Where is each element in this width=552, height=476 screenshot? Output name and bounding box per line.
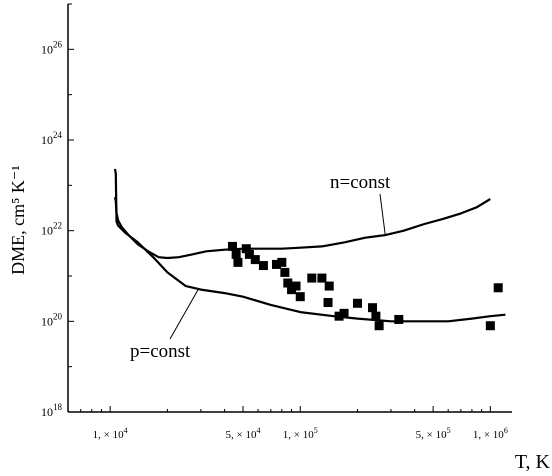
annotation-arrow xyxy=(379,193,386,236)
data-point xyxy=(307,273,317,283)
y-axis-label: DME, cm⁵ K⁻¹ xyxy=(8,165,28,275)
y-tick-label: 1022 xyxy=(41,221,62,238)
data-point xyxy=(283,278,293,288)
data-point xyxy=(374,321,384,331)
data-point xyxy=(295,292,305,302)
x-tick-label: 1, × 106 xyxy=(473,426,508,441)
data-point xyxy=(272,259,282,269)
annotation-arrow xyxy=(169,289,199,340)
y-tick-label: 1026 xyxy=(41,39,63,56)
data-point xyxy=(339,308,349,318)
data-point xyxy=(280,267,290,277)
x-tick-label: 1, × 104 xyxy=(93,426,128,441)
axes xyxy=(67,4,512,413)
y-tick-label: 1018 xyxy=(41,402,63,419)
data-point xyxy=(241,244,251,254)
data-point xyxy=(352,298,362,308)
annotation-label: n=const xyxy=(330,172,391,193)
annotations: n=const p=const xyxy=(130,172,391,362)
data-markers xyxy=(227,241,503,331)
data-point xyxy=(368,303,378,313)
data-point xyxy=(485,321,495,331)
data-point xyxy=(291,281,301,291)
data-point xyxy=(250,255,260,265)
data-point xyxy=(323,298,333,308)
y-ticks: 1018 1020 1022 1024 1026 xyxy=(41,3,74,419)
x-axis-label: T, K xyxy=(515,451,551,473)
x-ticks: 1, × 104 5, × 104 1, × 105 5, × 105 1, × 106 xyxy=(67,406,508,441)
series-lines xyxy=(113,168,506,323)
series-line-nconst xyxy=(113,196,491,260)
x-tick-label: 1, × 105 xyxy=(283,426,318,441)
data-point xyxy=(233,257,243,267)
data-point xyxy=(371,311,381,321)
data-point xyxy=(394,314,404,324)
data-point xyxy=(324,281,334,291)
y-tick-label: 1024 xyxy=(41,130,63,147)
data-point xyxy=(493,283,503,293)
x-tick-label: 5, × 105 xyxy=(416,426,451,441)
data-point xyxy=(277,257,287,267)
data-point xyxy=(227,241,237,251)
series-line-pconst xyxy=(113,168,506,323)
x-tick-label: 5, × 104 xyxy=(226,426,261,441)
data-point xyxy=(258,261,268,271)
data-point xyxy=(231,249,241,259)
y-tick-label: 1020 xyxy=(41,311,63,328)
data-point xyxy=(244,249,254,259)
data-point xyxy=(317,273,327,283)
data-point xyxy=(334,311,344,321)
annotation-label: p=const xyxy=(130,341,191,362)
